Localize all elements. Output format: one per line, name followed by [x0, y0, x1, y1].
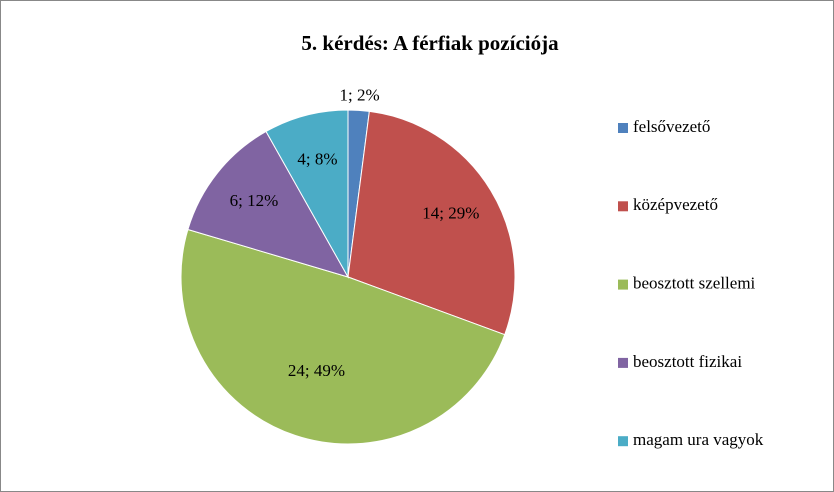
legend-label: magam ura vagyok	[633, 430, 764, 449]
pie-slice	[180, 228, 506, 445]
legend-swatch	[618, 279, 628, 290]
legend-label: felsővezető	[633, 117, 710, 136]
data-label: 24; 49%	[288, 361, 345, 380]
data-label: 6; 12%	[230, 191, 279, 210]
pie-slice	[347, 110, 516, 336]
data-label: 1; 2%	[340, 85, 380, 104]
legend-swatch	[618, 123, 628, 133]
pie-slice	[187, 130, 350, 278]
legend-swatch	[618, 436, 628, 447]
legend-label: beosztott szellemi	[633, 274, 756, 293]
data-label: 4; 8%	[297, 150, 337, 169]
legend-label: középvezető	[633, 195, 718, 214]
chart-title: 5. kérdés: A férfiak pozíciója	[301, 31, 559, 55]
legend-swatch	[618, 357, 628, 368]
legend-label: beosztott fizikai	[633, 352, 742, 371]
pie-slice	[265, 109, 349, 279]
data-label: 14; 29%	[422, 204, 479, 223]
legend-swatch	[618, 201, 628, 212]
